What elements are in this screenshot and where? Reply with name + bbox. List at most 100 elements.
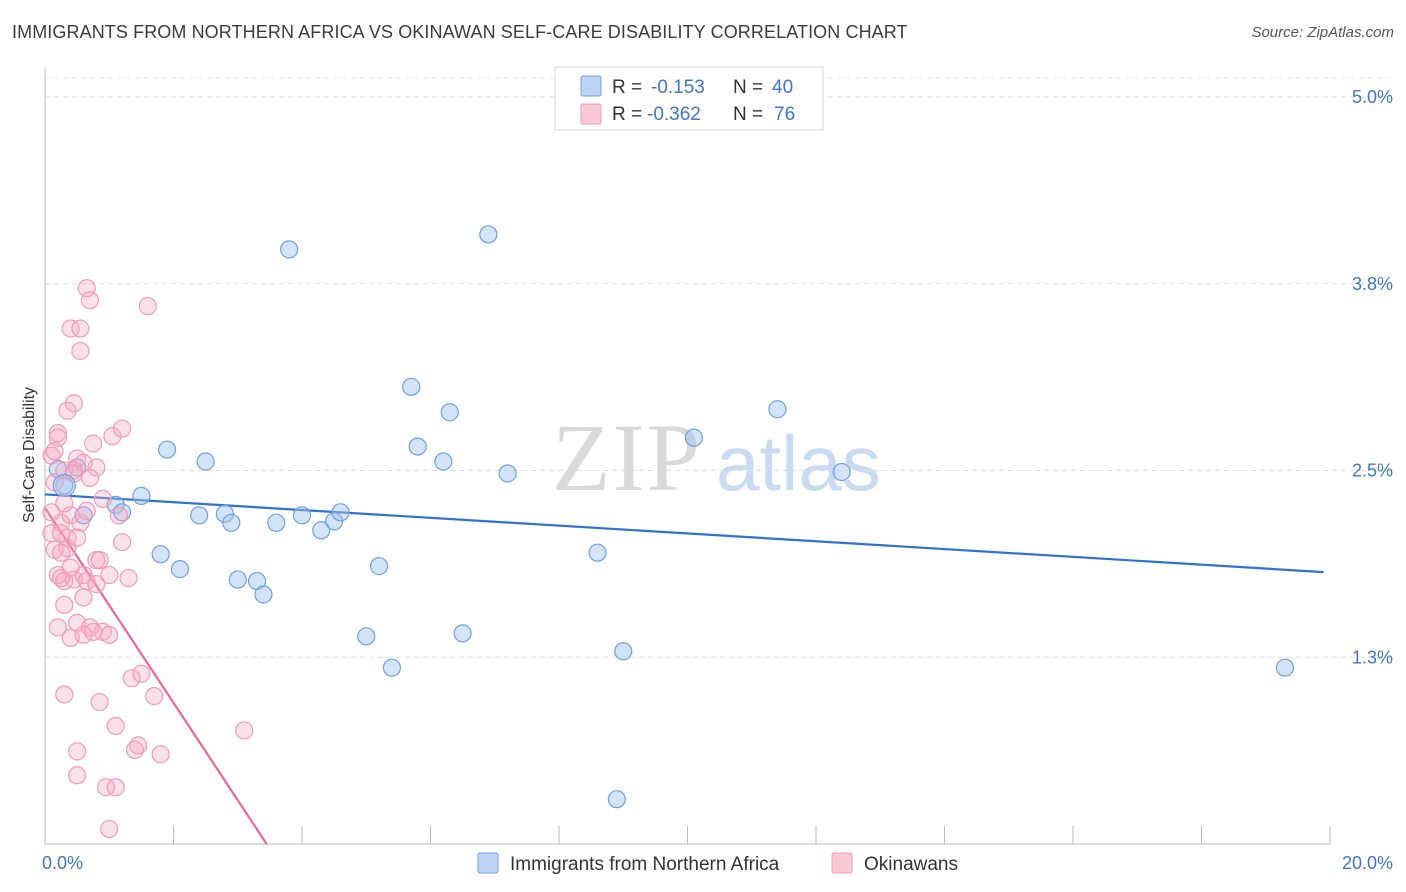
point-northern-africa	[357, 627, 376, 646]
point-northern-africa	[440, 403, 459, 422]
point-northern-africa	[157, 440, 177, 459]
legend-swatch-pink	[580, 103, 602, 125]
y-tick-label: 5.0%	[1352, 87, 1393, 107]
point-northern-africa	[215, 504, 234, 523]
point-okinawans	[45, 441, 64, 461]
point-northern-africa	[254, 585, 273, 604]
point-okinawans	[84, 622, 103, 641]
point-northern-africa	[190, 506, 209, 525]
point-okinawans	[112, 419, 132, 438]
point-okinawans	[112, 533, 132, 552]
point-northern-africa	[434, 452, 453, 471]
legend-r-label-2: R =	[612, 104, 642, 125]
point-okinawans	[55, 595, 74, 615]
trend-lines	[44, 493, 1324, 845]
point-okinawans	[77, 279, 96, 298]
point-northern-africa	[170, 560, 190, 579]
chart-title: IMMIGRANTS FROM NORTHERN AFRICA VS OKINA…	[12, 22, 908, 42]
y-tick-label: 1.3%	[1352, 647, 1393, 667]
point-okinawans	[48, 618, 67, 637]
point-okinawans	[71, 341, 90, 361]
legend-r-value-1: -0.153	[651, 77, 705, 98]
point-okinawans	[119, 568, 138, 588]
point-okinawans	[58, 401, 77, 420]
point-okinawans	[74, 588, 93, 607]
point-northern-africa	[280, 240, 299, 259]
point-okinawans	[122, 669, 141, 688]
point-northern-africa	[453, 624, 472, 643]
point-okinawans	[90, 692, 109, 712]
point-okinawans	[145, 686, 164, 706]
point-northern-africa	[228, 570, 247, 589]
point-northern-africa	[614, 642, 633, 661]
point-okinawans	[93, 489, 112, 508]
point-northern-africa	[52, 473, 76, 498]
source-label: Source: ZipAtlas.com	[1251, 24, 1394, 41]
y-tick-label: 2.5%	[1352, 461, 1393, 481]
point-okinawans	[51, 543, 71, 562]
point-northern-africa	[331, 503, 350, 522]
point-okinawans	[109, 506, 128, 525]
bottom-legend-swatch-pink	[831, 852, 853, 874]
data-points	[42, 225, 1295, 839]
point-okinawans	[84, 434, 103, 453]
point-okinawans	[48, 424, 67, 443]
trend-line-northern-africa	[44, 493, 1324, 574]
point-okinawans	[68, 742, 87, 761]
point-northern-africa	[479, 225, 498, 244]
point-okinawans	[61, 558, 80, 577]
axes	[44, 68, 1331, 845]
point-northern-africa	[222, 513, 241, 532]
point-okinawans	[87, 458, 106, 477]
point-northern-africa	[370, 557, 389, 576]
point-northern-africa	[588, 543, 607, 562]
legend: R = -0.153 N = 40 R = -0.362 N = 76	[554, 66, 824, 131]
point-okinawans	[100, 565, 119, 585]
point-northern-africa	[151, 545, 170, 564]
point-okinawans	[80, 291, 100, 310]
point-northern-africa	[498, 464, 517, 483]
y-axis-title: Self-Care Disability	[21, 387, 38, 523]
point-okinawans	[151, 745, 170, 764]
x-tick-label: 20.0%	[1342, 853, 1393, 873]
trend-line-okinawans	[44, 507, 268, 845]
point-okinawans	[61, 319, 80, 338]
point-okinawans	[68, 528, 87, 547]
point-okinawans	[87, 574, 106, 594]
gridlines	[45, 77, 1390, 658]
point-okinawans	[129, 736, 148, 755]
point-northern-africa	[1275, 658, 1295, 677]
point-okinawans	[100, 819, 119, 839]
point-northern-africa	[292, 506, 312, 525]
x-tick-label: 0.0%	[42, 853, 83, 873]
point-okinawans	[77, 501, 96, 520]
point-northern-africa	[132, 486, 151, 505]
tick-labels: 1.3% 2.5% 3.8% 5.0% 0.0% 20.0%	[42, 87, 1393, 873]
point-northern-africa	[267, 513, 286, 532]
point-okinawans	[48, 428, 67, 447]
legend-n-value-1: 40	[772, 77, 793, 98]
y-tick-label: 3.8%	[1352, 274, 1393, 294]
watermark-zip: ZIP	[552, 404, 702, 511]
point-northern-africa	[684, 428, 704, 447]
point-okinawans	[103, 427, 122, 446]
point-northern-africa	[832, 462, 851, 482]
point-northern-africa	[196, 452, 215, 471]
point-okinawans	[100, 625, 119, 644]
point-northern-africa	[402, 377, 421, 396]
point-okinawans	[55, 494, 74, 513]
watermark-atlas: atlas	[716, 419, 881, 507]
point-okinawans	[71, 319, 90, 338]
legend-n-value-2: 76	[774, 104, 795, 125]
legend-r-value-2: -0.362	[647, 104, 701, 125]
point-okinawans	[96, 778, 116, 797]
point-okinawans	[64, 394, 84, 413]
point-northern-africa	[325, 512, 344, 531]
bottom-legend: Immigrants from Northern Africa Okinawan…	[477, 852, 958, 875]
point-okinawans	[138, 297, 157, 316]
point-northern-africa	[768, 400, 787, 419]
point-okinawans	[51, 524, 71, 543]
bottom-legend-label-2: Okinawans	[864, 854, 958, 875]
point-okinawans	[55, 685, 74, 704]
point-okinawans	[106, 778, 125, 797]
